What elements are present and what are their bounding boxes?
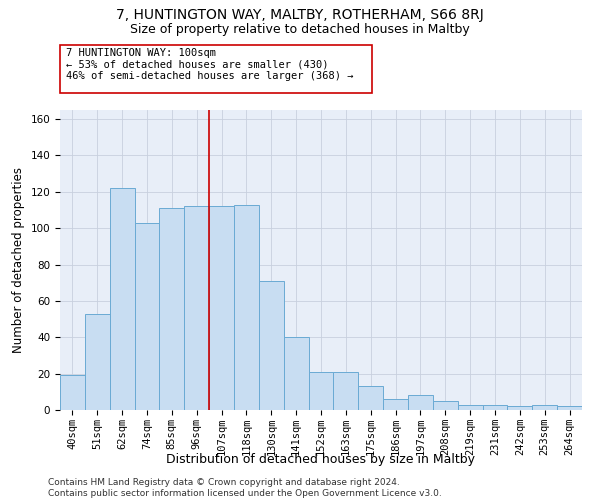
Bar [160, 208, 184, 410]
Text: Size of property relative to detached houses in Maltby: Size of property relative to detached ho… [130, 22, 470, 36]
Bar [259, 281, 284, 410]
Bar [184, 206, 209, 410]
Bar [482, 404, 508, 410]
Text: 7 HUNTINGTON WAY: 100sqm
← 53% of detached houses are smaller (430)
46% of semi-: 7 HUNTINGTON WAY: 100sqm ← 53% of detach… [66, 48, 353, 80]
Bar [408, 396, 433, 410]
Bar [134, 222, 160, 410]
Bar [209, 206, 234, 410]
Bar [458, 404, 482, 410]
Bar [508, 406, 532, 410]
Text: 7, HUNTINGTON WAY, MALTBY, ROTHERHAM, S66 8RJ: 7, HUNTINGTON WAY, MALTBY, ROTHERHAM, S6… [116, 8, 484, 22]
Y-axis label: Number of detached properties: Number of detached properties [12, 167, 25, 353]
Bar [85, 314, 110, 410]
Bar [532, 404, 557, 410]
Bar [433, 401, 458, 410]
Bar [308, 372, 334, 410]
Bar [284, 338, 308, 410]
Bar [234, 204, 259, 410]
Bar [358, 386, 383, 410]
Text: Contains HM Land Registry data © Crown copyright and database right 2024.
Contai: Contains HM Land Registry data © Crown c… [48, 478, 442, 498]
Bar [60, 376, 85, 410]
Bar [557, 406, 582, 410]
Bar [383, 399, 408, 410]
Bar [334, 372, 358, 410]
Text: Distribution of detached houses by size in Maltby: Distribution of detached houses by size … [167, 452, 476, 466]
Bar [110, 188, 134, 410]
